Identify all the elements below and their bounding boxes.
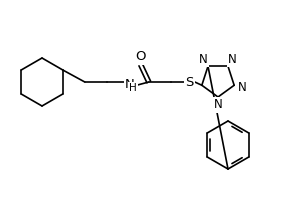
Text: N: N — [125, 77, 135, 90]
Text: S: S — [186, 75, 194, 88]
Text: H: H — [129, 83, 137, 93]
Text: N: N — [237, 81, 246, 94]
Text: O: O — [136, 50, 146, 64]
Text: N: N — [214, 98, 222, 112]
Text: N: N — [199, 53, 208, 66]
Text: N: N — [228, 53, 237, 66]
